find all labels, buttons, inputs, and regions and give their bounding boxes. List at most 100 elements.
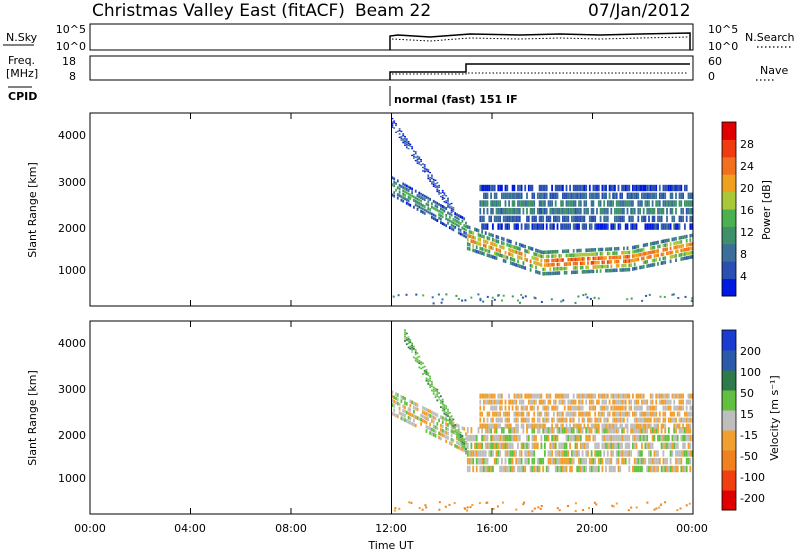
power-cell: [617, 200, 620, 207]
power-cell: [572, 200, 575, 207]
velocity-cell: [448, 422, 451, 425]
velocity-cell: [667, 442, 670, 449]
velocity-cell: [472, 434, 475, 442]
velocity-cell: [395, 392, 397, 396]
nsky-tick-bottom: 10^0: [56, 40, 86, 53]
velocity-cell: [499, 465, 501, 473]
power-cell: [533, 256, 536, 260]
power-cell: [569, 208, 571, 215]
velocity-cell: [391, 403, 394, 407]
power-cell: [479, 242, 482, 246]
power-cell: [422, 197, 424, 201]
power-cell: [448, 226, 451, 230]
velocity-cell: [447, 410, 449, 413]
velocity-cell: [623, 411, 625, 417]
power-cell: [411, 154, 413, 157]
velocity-cell: [660, 465, 663, 473]
power-cell: [553, 250, 555, 254]
velocity-cell: [421, 508, 424, 511]
velocity-cell: [408, 501, 411, 504]
velocity-cell: [588, 411, 591, 417]
velocity-cell: [441, 424, 444, 429]
power-cell: [614, 255, 616, 260]
power-cell: [653, 223, 656, 230]
velocity-cell: [664, 458, 667, 465]
power-cell: [632, 254, 634, 258]
power-cell: [583, 192, 586, 199]
power-cell: [562, 299, 565, 302]
velocity-cell: [484, 423, 487, 429]
velocity-cell: [662, 442, 665, 449]
velocity-cell: [685, 405, 688, 411]
power-cell: [515, 215, 518, 223]
power-cell: [619, 192, 622, 199]
velocity-cell: [562, 411, 564, 417]
power-cell: [511, 192, 514, 199]
velocity-cell: [422, 414, 424, 419]
velocity-cell: [597, 427, 600, 434]
velocity-cell: [657, 450, 659, 457]
velocity-cell: [492, 507, 495, 510]
power-cell: [398, 183, 401, 187]
velocity-cell: [588, 427, 591, 434]
velocity-cell: [424, 504, 427, 507]
velocity-cell: [574, 405, 577, 411]
power-cell: [680, 257, 683, 261]
power-cell: [545, 263, 548, 267]
velocity-cell: [413, 422, 415, 427]
velocity-cell: [624, 434, 627, 442]
velocity-cell: [673, 442, 676, 449]
power-cell: [538, 249, 541, 254]
velocity-cell: [547, 399, 550, 405]
power-cell: [479, 200, 482, 207]
power-cell: [513, 258, 516, 262]
power-cell: [407, 202, 410, 206]
power-cell: [404, 190, 406, 194]
power-cell: [447, 201, 449, 203]
power-cell: [617, 255, 620, 260]
power-cell: [558, 271, 561, 275]
power-cell: [632, 258, 634, 263]
power-cell: [639, 200, 641, 207]
power-cell: [445, 195, 448, 197]
power-cell: [666, 247, 668, 251]
power-cell: [628, 215, 631, 223]
velocity-cell: [441, 409, 444, 412]
power-cell: [436, 182, 439, 184]
velocity-cell: [396, 397, 399, 402]
velocity-cell: [655, 423, 658, 429]
power-cell: [581, 265, 584, 270]
velocity-cell: [502, 434, 505, 442]
power-cell: [596, 256, 598, 261]
power-cell: [601, 252, 604, 256]
velocity-data-layer: [391, 321, 693, 514]
power-cell: [518, 264, 521, 268]
velocity-cell: [423, 411, 426, 415]
power-cell: [520, 192, 523, 199]
power-cell: [454, 219, 457, 222]
power-cell: [597, 200, 600, 207]
velocity-cell: [684, 434, 686, 442]
power-cell: [493, 242, 496, 247]
power-cell: [400, 195, 403, 199]
velocity-cell: [596, 465, 598, 473]
velocity-cell: [540, 458, 543, 465]
power-cell: [585, 184, 588, 192]
power-cell: [415, 293, 418, 296]
velocity-cell: [526, 417, 528, 423]
velocity-cell: [653, 423, 656, 429]
velocity-cell: [648, 405, 650, 411]
power-cell: [606, 268, 609, 273]
velocity-cell: [457, 437, 460, 439]
velocity-cell: [617, 442, 620, 449]
velocity-cell: [560, 450, 562, 457]
power-cell: [393, 120, 396, 122]
velocity-cell: [624, 393, 627, 399]
power-cell: [556, 271, 559, 275]
power-cell: [502, 254, 505, 259]
velocity-cell: [608, 423, 611, 429]
velocity-cell: [599, 405, 602, 411]
power-cell: [633, 208, 636, 215]
velocity-cell: [549, 450, 552, 457]
power-cell: [457, 298, 460, 300]
